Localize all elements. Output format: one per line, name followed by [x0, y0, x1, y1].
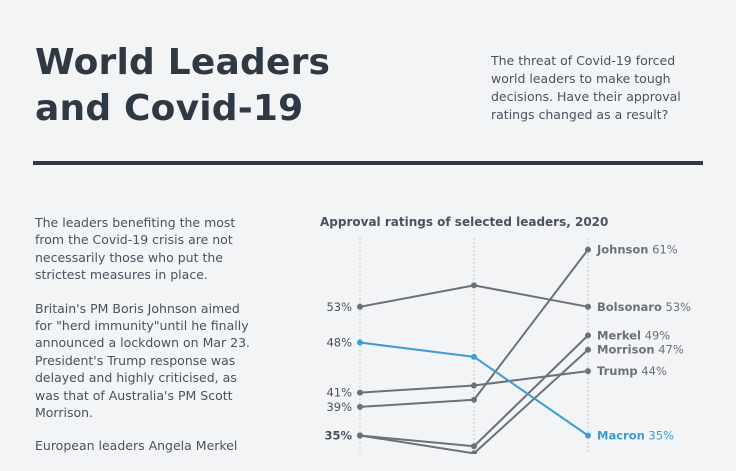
series-value-macron: 35%	[645, 429, 674, 443]
series-value-morrison: 47%	[655, 343, 684, 357]
point-trump-3	[585, 368, 591, 375]
page-title: World Leaders and Covid-19	[35, 40, 330, 132]
point-johnson-2	[471, 396, 477, 403]
body-paragraph-1: The leaders benefiting the most from the…	[35, 215, 236, 283]
point-morrison-3	[585, 346, 591, 353]
series-name-morrison: Morrison	[597, 343, 655, 357]
start-label-4: 39%	[326, 400, 352, 414]
point-macron-3	[585, 432, 591, 439]
point-bolsonaro-3	[585, 303, 591, 310]
start-label-2: 48%	[326, 336, 352, 350]
approval-chart: 53% 48% 41%39% 35% Johnson 61% Bolsonaro 53% M…	[324, 238, 691, 454]
end-label-merkel: Merkel 49%	[597, 328, 670, 342]
series-value-merkel: 49%	[641, 328, 670, 342]
start-label-3: 41%	[326, 386, 352, 400]
point-bolsonaro-2	[471, 282, 477, 289]
series-value-trump: 44%	[638, 364, 667, 378]
start-label-1: 53%	[326, 300, 352, 314]
point-trump-2	[471, 382, 477, 389]
title-line-2: and Covid-19	[35, 88, 304, 129]
point-morrison-1	[357, 432, 363, 439]
point-morrison-2	[471, 450, 477, 454]
body-text: The leaders benefiting the most from the…	[35, 214, 260, 471]
end-label-bolsonaro: Bolsonaro 53%	[597, 300, 691, 314]
end-label-morrison: Morrison 47%	[597, 343, 684, 357]
series-name-johnson: Johnson	[596, 243, 649, 257]
series-name-trump: Trump	[597, 364, 638, 378]
end-label-macron: Macron 35%	[597, 429, 674, 443]
end-label-johnson: Johnson 61%	[596, 243, 678, 257]
intro-text: The threat of Covid-19 forced world lead…	[491, 53, 681, 122]
series-name-macron: Macron	[597, 429, 645, 443]
series-name-bolsonaro: Bolsonaro	[597, 300, 662, 314]
point-johnson-1	[357, 403, 363, 410]
body-paragraph-3: European leaders Angela Merkel	[35, 438, 238, 454]
point-bolsonaro-1	[357, 303, 363, 310]
body-paragraph-2: Britain's PM Boris Johnson aimed for "he…	[35, 300, 251, 421]
chart-title: Approval ratings of selected leaders, 20…	[320, 215, 609, 229]
point-merkel-2	[471, 443, 477, 450]
point-johnson-3	[585, 246, 591, 253]
point-trump-1	[357, 389, 363, 396]
title-line-1: World Leaders	[35, 42, 331, 83]
end-label-trump: Trump 44%	[597, 364, 667, 378]
point-macron-1	[357, 339, 363, 346]
series-name-merkel: Merkel	[597, 328, 641, 342]
point-macron-2	[471, 353, 477, 360]
point-merkel-3	[585, 332, 591, 339]
start-label-5: 35%	[324, 429, 352, 443]
series-value-johnson: 61%	[649, 243, 678, 257]
header-divider	[33, 161, 703, 165]
series-value-bolsonaro: 53%	[662, 300, 691, 314]
